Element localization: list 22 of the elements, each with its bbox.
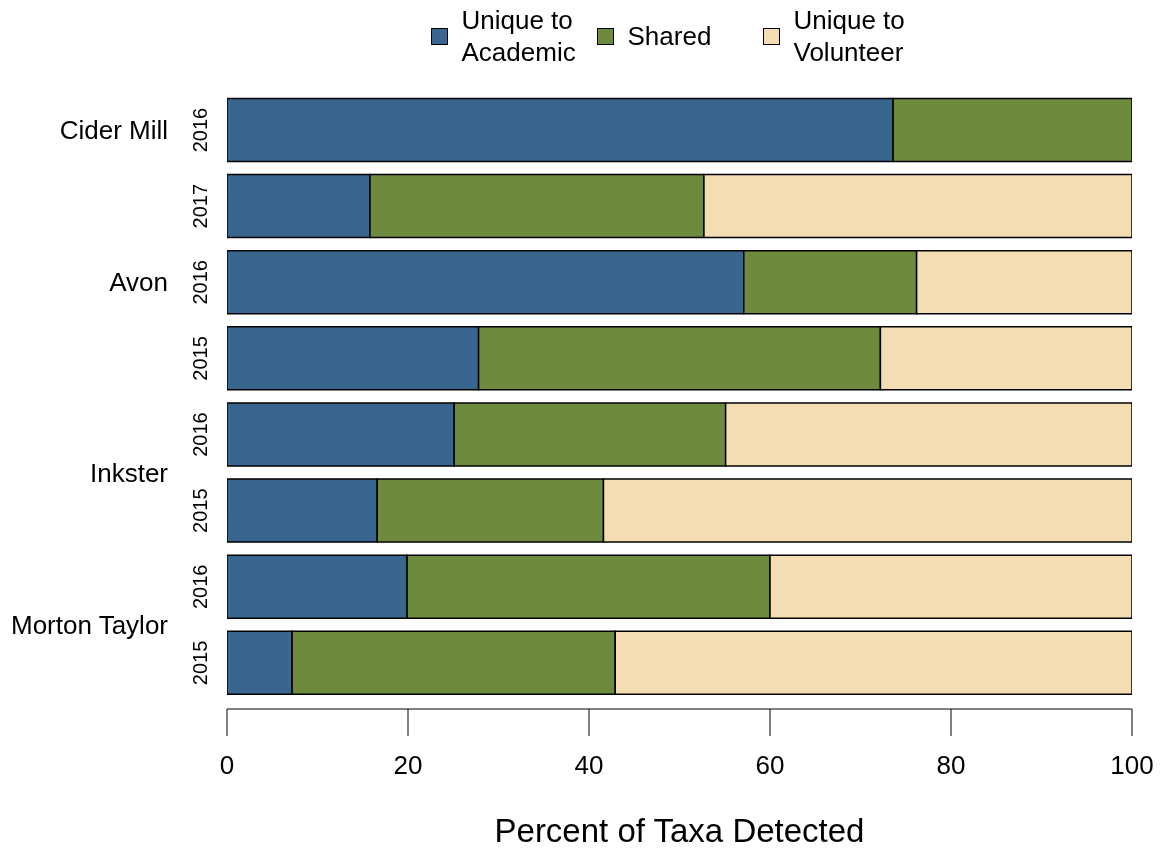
x-tick-label: 0 (219, 750, 235, 781)
y-tick-label: 2016 (189, 564, 211, 610)
x-tick-label: 40 (574, 750, 604, 781)
x-tick-label: 20 (393, 750, 423, 781)
x-axis-title: Percent of Taxa Detected (494, 812, 865, 848)
legend-label: Unique to Volunteer (793, 5, 905, 67)
y-tick-label: 2015 (189, 336, 211, 381)
y-tick-label: 2016 (189, 107, 211, 153)
legend-label: Unique to Academic (461, 5, 576, 67)
y-tick-label: 2015 (189, 640, 211, 686)
y-tick-label: 2017 (189, 183, 211, 229)
x-tick-label: 60 (755, 750, 785, 781)
y-tick-label: 2015 (189, 488, 211, 533)
legend-label: Shared (627, 21, 712, 51)
y-tick-label: 2016 (189, 260, 211, 305)
text: Avon (109, 267, 168, 298)
x-tick-label: 80 (936, 750, 966, 781)
y-tick-label: 2016 (189, 412, 211, 457)
text: Inkster (89, 457, 168, 488)
text: Morton Taylor (10, 609, 168, 640)
x-tick-label: 100 (1110, 750, 1154, 781)
text: Cider Mill (59, 115, 168, 146)
